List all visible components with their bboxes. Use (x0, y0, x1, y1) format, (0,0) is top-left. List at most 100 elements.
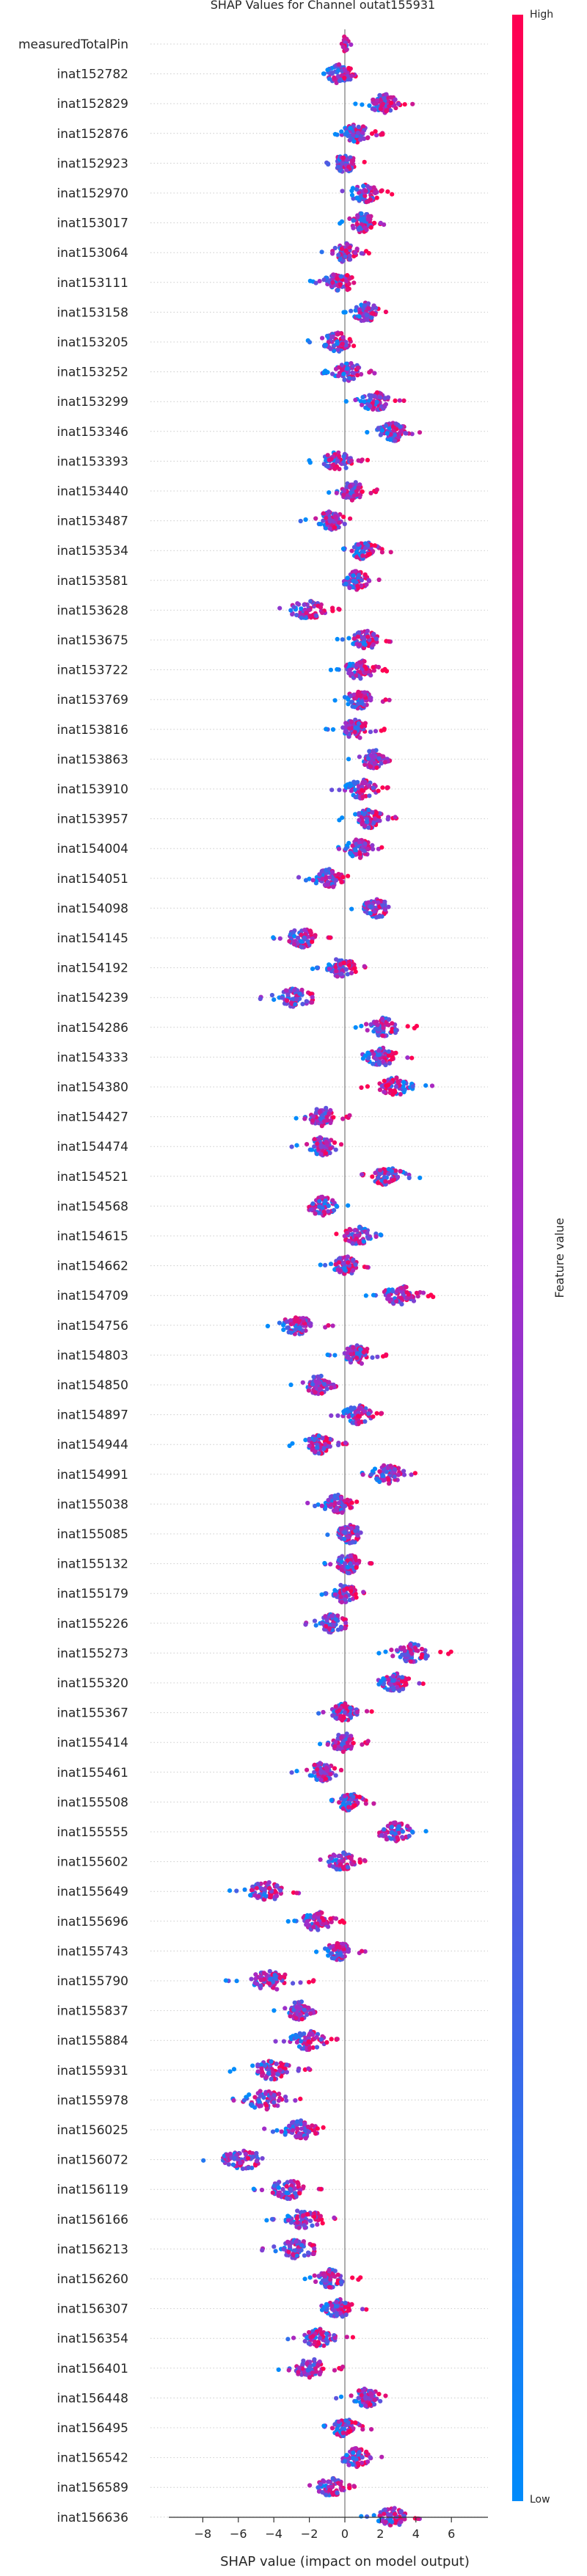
feature-label: inat154850 (57, 1378, 128, 1393)
shap-point (370, 1174, 375, 1179)
shap-point (352, 569, 357, 574)
shap-point (361, 216, 366, 221)
chart-title: SHAP Values for Channel outat155931 (211, 0, 435, 12)
feature-label: inat155931 (57, 2064, 128, 2078)
shap-point (371, 1414, 376, 1419)
shap-point (346, 1238, 351, 1243)
shap-point (360, 102, 365, 107)
shap-point (410, 101, 415, 106)
shap-point (299, 606, 304, 611)
shap-point (346, 1865, 351, 1870)
shap-point (364, 313, 369, 318)
shap-point (268, 1976, 273, 1982)
shap-point (271, 935, 276, 940)
shap-point (329, 1413, 334, 1418)
shap-point (317, 1386, 322, 1391)
shap-point (357, 630, 362, 635)
shap-point (345, 273, 350, 278)
shap-point (316, 1451, 321, 1456)
shap-point (364, 1265, 369, 1270)
shap-point (342, 1267, 347, 1272)
shap-point (302, 2007, 307, 2012)
shap-point (345, 366, 350, 371)
shap-point (338, 1624, 343, 1629)
shap-point (350, 1540, 355, 1545)
shap-point (334, 957, 339, 962)
shap-point (351, 545, 357, 550)
shap-point (376, 426, 381, 431)
shap-point (399, 1285, 404, 1290)
shap-point (334, 1231, 339, 1237)
shap-point (332, 1353, 338, 1358)
shap-point (294, 2035, 299, 2040)
shap-point (310, 967, 316, 972)
shap-point (304, 611, 309, 616)
shap-point (360, 1742, 365, 1747)
shap-point (394, 1648, 400, 1653)
shap-point (347, 337, 352, 342)
shap-point (364, 228, 369, 233)
shap-point (371, 665, 376, 670)
shap-point (359, 371, 364, 377)
shap-point (365, 429, 370, 435)
feature-label: inat155649 (57, 1885, 128, 1899)
shap-point (324, 1436, 329, 1441)
shap-point (348, 125, 353, 131)
shap-point (369, 1709, 374, 1714)
feature-label: inat154897 (57, 1408, 128, 1423)
shap-point (373, 393, 378, 399)
shap-point (360, 553, 365, 559)
shap-point (396, 1824, 402, 1829)
shap-point (419, 1655, 424, 1660)
shap-point (254, 1885, 259, 1891)
shap-point (389, 101, 394, 106)
shap-point (340, 1941, 346, 1946)
shap-point (277, 1320, 282, 1325)
shap-point (326, 340, 331, 345)
shap-point (272, 1973, 277, 1978)
shap-point (431, 1295, 436, 1300)
shap-point (323, 1198, 328, 1204)
shap-point (324, 1140, 329, 1145)
shap-point (362, 641, 367, 646)
shap-point (334, 490, 339, 495)
shap-point (400, 1675, 405, 1680)
shap-point (303, 1622, 308, 1627)
shap-point (373, 729, 379, 734)
shap-point (294, 1116, 299, 1121)
shap-point (327, 526, 332, 531)
shap-point (319, 1592, 324, 1597)
shap-point (335, 667, 340, 672)
feature-label: inat153769 (57, 693, 128, 707)
shap-point (343, 581, 349, 586)
shap-point (300, 1380, 305, 1385)
feature-label: inat155508 (57, 1795, 128, 1810)
shap-point (299, 939, 304, 944)
shap-point (332, 245, 338, 251)
shap-point (370, 310, 375, 316)
shap-point (357, 310, 362, 315)
shap-point (340, 1717, 345, 1723)
shap-point (361, 1239, 366, 1244)
shap-point (320, 876, 325, 881)
shap-point (410, 1084, 415, 1089)
shap-point (319, 1391, 324, 1396)
shap-point (333, 1739, 338, 1744)
shap-point (354, 673, 359, 678)
shap-point (393, 432, 398, 438)
shap-point (323, 1441, 328, 1447)
shap-point (343, 967, 349, 972)
shap-point (335, 332, 340, 337)
shap-point (256, 1893, 261, 1899)
shap-point (305, 1913, 310, 1918)
shap-point (420, 1290, 426, 1295)
shap-point (255, 2069, 260, 2074)
shap-point (414, 1290, 420, 1295)
shap-point (318, 1144, 324, 1150)
shap-point (362, 1053, 368, 1058)
shap-point (332, 698, 338, 703)
shap-point (351, 1267, 356, 1273)
shap-point (336, 374, 341, 379)
shap-point (363, 1801, 368, 1806)
feature-label: inat156354 (57, 2332, 128, 2346)
